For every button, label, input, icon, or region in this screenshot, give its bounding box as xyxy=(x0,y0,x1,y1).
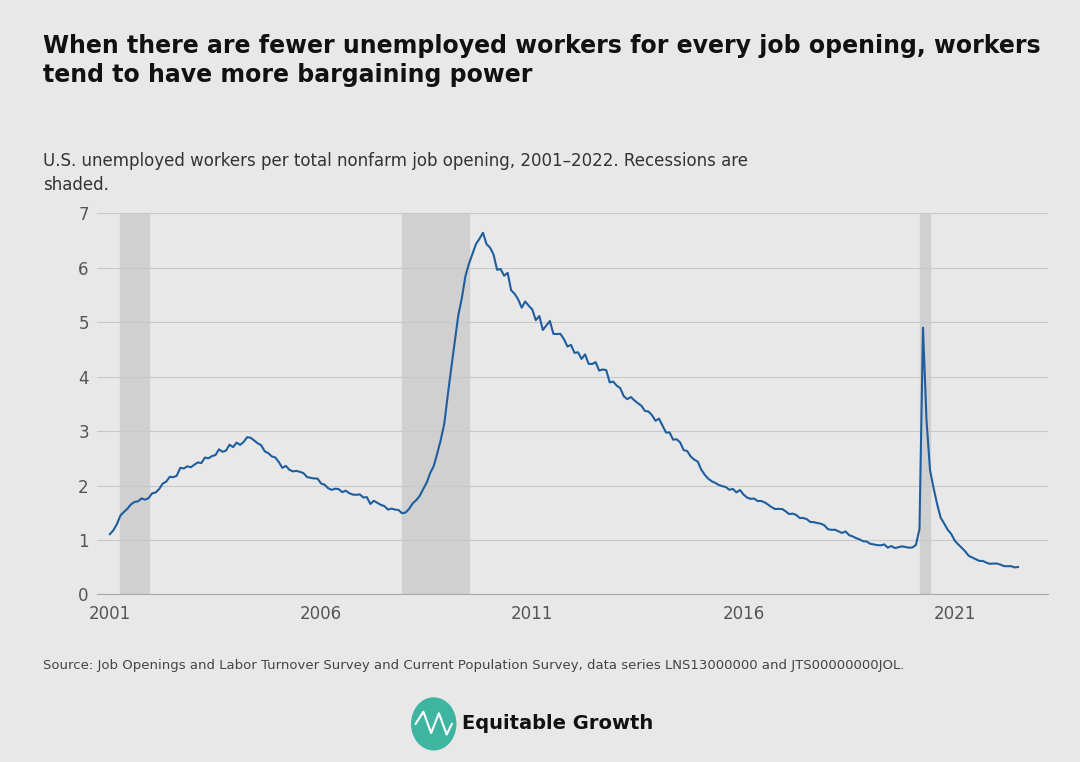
Bar xyxy=(121,213,149,594)
Text: U.S. unemployed workers per total nonfarm job opening, 2001–2022. Recessions are: U.S. unemployed workers per total nonfar… xyxy=(43,152,748,194)
Bar xyxy=(402,213,469,594)
Bar xyxy=(919,213,930,594)
Circle shape xyxy=(411,698,456,750)
Text: Equitable Growth: Equitable Growth xyxy=(462,715,653,733)
Text: When there are fewer unemployed workers for every job opening, workers
tend to h: When there are fewer unemployed workers … xyxy=(43,34,1041,87)
Text: Source: Job Openings and Labor Turnover Survey and Current Population Survey, da: Source: Job Openings and Labor Turnover … xyxy=(43,659,905,672)
